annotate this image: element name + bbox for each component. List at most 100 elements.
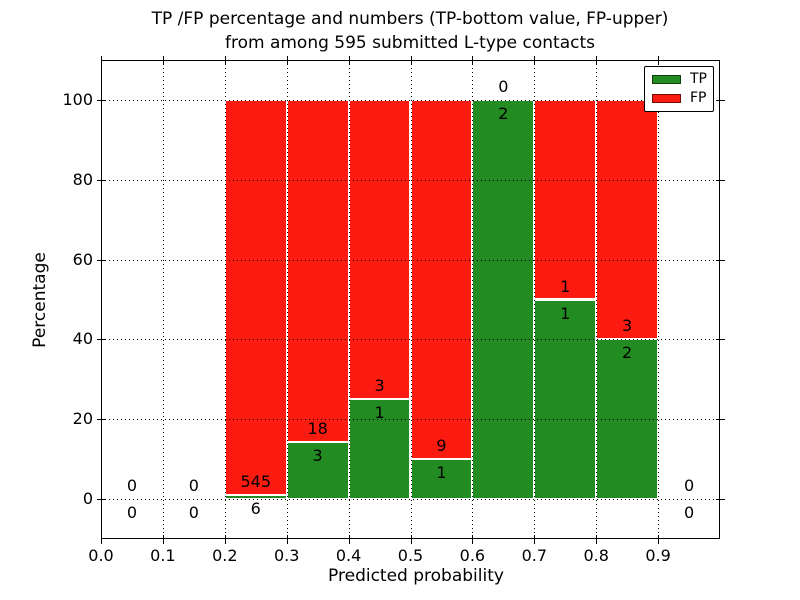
y-tick-mark-left [96, 259, 106, 261]
grid-line-vertical [596, 60, 598, 539]
tp-count-label: 2 [622, 343, 633, 363]
fp-count-label: 3 [374, 376, 385, 396]
y-tick-mark-right [715, 419, 725, 421]
x-tick-label: 0.6 [459, 546, 486, 565]
x-tick-label: 0.1 [150, 546, 176, 565]
x-tick-mark-top [596, 55, 598, 65]
bar-segment-fp [224, 99, 287, 495]
tp-count-label: 1 [436, 463, 447, 483]
fp-count-label: 3 [622, 316, 633, 336]
fp-count-label: 1 [560, 276, 571, 296]
chart-title-line1: TP /FP percentage and numbers (TP-bottom… [151, 9, 669, 29]
x-tick-mark-bottom [410, 534, 412, 544]
grid-line-vertical [224, 60, 226, 539]
fp-count-label: 0 [683, 476, 695, 496]
y-tick-label: 0 [82, 489, 93, 509]
x-tick-mark-bottom [101, 534, 102, 544]
grid-line-vertical [101, 60, 102, 539]
grid-line-horizontal [101, 499, 720, 501]
x-tick-label: 0.2 [212, 546, 238, 565]
x-tick-label: 0.8 [583, 546, 609, 565]
grid-line-vertical [162, 60, 164, 539]
y-tick-label: 60 [72, 249, 93, 269]
fp-count-label: 0 [188, 476, 199, 496]
grid-line-vertical [658, 60, 660, 539]
y-tick-mark-left [96, 499, 106, 501]
grid-line-horizontal [101, 419, 720, 421]
y-tick-mark-right [715, 179, 725, 181]
y-tick-label: 20 [72, 409, 93, 429]
grid-line-vertical [410, 60, 412, 539]
y-tick-mark-right [715, 499, 725, 501]
x-tick-mark-top [534, 55, 536, 65]
legend: TP FP [644, 66, 714, 112]
tp-count-label: 0 [683, 503, 695, 523]
grid-line-vertical [286, 60, 288, 539]
bar-segment-fp [286, 99, 349, 443]
grid-line-horizontal [101, 179, 720, 181]
x-axis-label: Predicted probability [328, 566, 504, 586]
x-tick-label: 0.0 [88, 546, 114, 565]
fp-count-label: 0 [498, 76, 509, 96]
y-tick-mark-left [96, 179, 106, 181]
y-tick-mark-right [715, 259, 725, 261]
x-tick-mark-top [658, 55, 660, 65]
x-tick-mark-bottom [596, 534, 598, 544]
x-tick-label: 0.4 [335, 546, 362, 565]
legend-label: FP [690, 90, 707, 106]
x-tick-label: 0.7 [521, 546, 548, 565]
x-tick-mark-bottom [472, 534, 474, 544]
y-tick-label: 40 [72, 329, 93, 349]
grid-line-horizontal [101, 99, 720, 101]
y-tick-label: 80 [72, 169, 93, 189]
y-tick-mark-right [715, 339, 725, 341]
chart-title-line2: from among 595 submitted L-type contacts [224, 33, 596, 53]
fp-count-label: 545 [240, 471, 272, 491]
tp-count-label: 1 [560, 303, 571, 323]
x-tick-mark-bottom [162, 534, 164, 544]
bar-segment-tp [410, 459, 473, 500]
bar-segment-tp [596, 339, 659, 500]
legend-label: TP [690, 71, 707, 87]
tp-legend-swatch [652, 75, 681, 84]
grid-line-horizontal [101, 259, 720, 261]
x-tick-mark-top [472, 55, 474, 65]
x-tick-mark-top [162, 55, 164, 65]
tp-count-label: 0 [126, 503, 138, 523]
grid-line-horizontal [101, 339, 720, 341]
plot-area: 0 0 0 0 545 6 18 3 3 1 9 1 0 2 1 1 3 2 0 0 0.0 0.1 0.2 0.3 0.4 0.… [62, 55, 725, 565]
x-tick-mark-bottom [658, 534, 660, 544]
y-tick-label: 100 [62, 89, 93, 109]
bar-segment-fp [348, 99, 411, 400]
tp-count-label: 3 [312, 446, 323, 466]
fp-count-label: 9 [436, 436, 447, 456]
bar-segment-tp [534, 299, 597, 500]
x-tick-label: 0.3 [273, 546, 300, 565]
y-tick-mark-right [715, 99, 725, 101]
y-tick-mark-left [96, 419, 106, 421]
tp-count-label: 6 [250, 498, 261, 518]
grid-line-vertical [472, 60, 474, 539]
x-tick-mark-bottom [534, 534, 536, 544]
x-tick-mark-bottom [286, 534, 288, 544]
y-tick-mark-left [96, 339, 106, 341]
legend-entry-fp: FP [645, 91, 713, 106]
grid-line-vertical [534, 60, 536, 539]
bar-segment-fp [534, 99, 597, 300]
x-tick-mark-top [101, 55, 102, 65]
y-tick-mark-left [96, 99, 106, 101]
x-tick-mark-top [224, 55, 226, 65]
fp-legend-swatch [652, 94, 681, 103]
fp-count-label: 0 [126, 476, 138, 496]
tp-count-label: 0 [188, 503, 199, 523]
x-tick-mark-top [286, 55, 288, 65]
x-tick-label: 0.5 [397, 546, 424, 565]
grid-line-vertical [348, 60, 350, 539]
x-tick-mark-bottom [348, 534, 350, 544]
x-tick-mark-top [348, 55, 350, 65]
legend-entry-tp: TP [645, 72, 713, 87]
bar-segment-fp [410, 99, 473, 460]
bar-segment-fp [596, 99, 659, 340]
x-tick-label: 0.9 [645, 546, 671, 565]
